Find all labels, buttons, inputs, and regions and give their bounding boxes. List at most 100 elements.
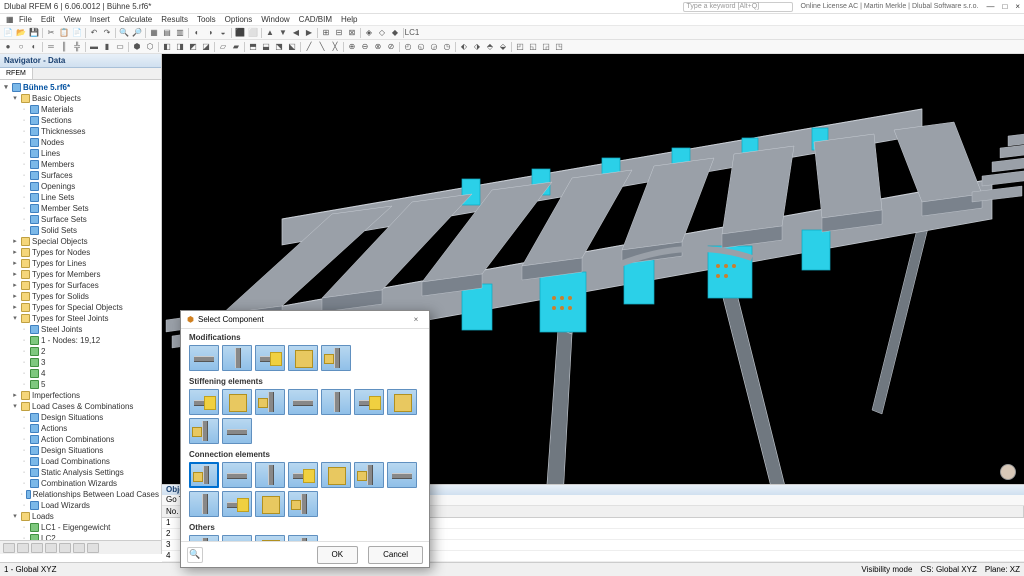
toolbar-button[interactable]: 🔎 [131,27,143,39]
nav-bottom-icon[interactable] [59,543,71,553]
toolbar-button[interactable]: LC1 [406,27,418,39]
toolbar-button[interactable]: ⬓ [260,41,272,53]
tree-node[interactable]: ▸Types for Members [2,269,159,280]
tree-node[interactable]: ·Lines [2,148,159,159]
toolbar-button[interactable]: 📋 [58,27,70,39]
component-thumb[interactable] [387,462,417,488]
toolbar-button[interactable]: ⊘ [385,41,397,53]
toolbar-button[interactable]: ▶ [303,27,315,39]
component-thumb[interactable] [189,418,219,444]
toolbar-button[interactable]: ▼ [277,27,289,39]
toolbar-button[interactable]: ⊠ [346,27,358,39]
toolbar-button[interactable]: ⊖ [359,41,371,53]
toolbar-button[interactable]: ◑ [204,27,216,39]
toolbar-button[interactable]: ▥ [174,27,186,39]
toolbar-button[interactable]: 📂 [15,27,27,39]
component-thumb[interactable] [321,462,351,488]
tree-node[interactable]: ·Steel Joints [2,324,159,335]
toolbar-button[interactable]: ╳ [329,41,341,53]
toolbar-button[interactable]: ◧ [161,41,173,53]
tree-node[interactable]: ·Combination Wizards [2,478,159,489]
dialog-search-icon[interactable]: 🔍 [187,547,203,563]
component-thumb[interactable] [222,462,252,488]
component-thumb[interactable] [321,389,351,415]
tree-node[interactable]: ·Relationships Between Load Cases [2,489,159,500]
toolbar-button[interactable]: ⬢ [131,41,143,53]
tree-node[interactable]: ▾Basic Objects [2,93,159,104]
component-thumb[interactable] [255,345,285,371]
tree-node[interactable]: ▾Bühne 5.rf6* [2,82,159,93]
nav-bottom-icon[interactable] [87,543,99,553]
toolbar-button[interactable]: ◩ [187,41,199,53]
menu-edit[interactable]: Edit [37,15,59,24]
nav-bottom-icon[interactable] [3,543,15,553]
toolbar-button[interactable]: ╬ [71,41,83,53]
toolbar-button[interactable]: ⊟ [333,27,345,39]
component-thumb[interactable] [189,462,219,488]
tree-node[interactable]: ▸Types for Lines [2,258,159,269]
toolbar-button[interactable]: ▤ [161,27,173,39]
menu-view[interactable]: View [60,15,85,24]
tree-node[interactable]: ▸Types for Special Objects [2,302,159,313]
toolbar-button[interactable]: ⬖ [458,41,470,53]
toolbar-button[interactable]: ◶ [428,41,440,53]
component-thumb[interactable] [354,462,384,488]
menu-options[interactable]: Options [221,15,257,24]
cancel-button[interactable]: Cancel [368,546,423,564]
menu-tools[interactable]: Tools [193,15,220,24]
menu-window[interactable]: Window [257,15,293,24]
component-thumb[interactable] [222,345,252,371]
nav-bottom-icon[interactable] [17,543,29,553]
toolbar-button[interactable]: ▦ [148,27,160,39]
toolbar-button[interactable]: ▰ [230,41,242,53]
tree-node[interactable]: ·Members [2,159,159,170]
toolbar-button[interactable]: ═ [45,41,57,53]
tree-node[interactable]: ·Design Situations [2,412,159,423]
tree-node[interactable]: ·2 [2,346,159,357]
tree-node[interactable]: ·Surface Sets [2,214,159,225]
tree-node[interactable]: ▸Special Objects [2,236,159,247]
toolbar-button[interactable]: ▲ [264,27,276,39]
toolbar-button[interactable]: 📄 [71,27,83,39]
toolbar-button[interactable]: ⬗ [471,41,483,53]
ok-button[interactable]: OK [317,546,359,564]
component-thumb[interactable] [288,535,318,541]
component-thumb[interactable] [288,389,318,415]
search-input[interactable]: Type a keyword [Alt+Q] [683,2,793,12]
tree-node[interactable]: ·Sections [2,115,159,126]
toolbar-button[interactable]: ◈ [363,27,375,39]
min-icon[interactable]: — [986,2,994,11]
toolbar-button[interactable]: ◱ [527,41,539,53]
component-thumb[interactable] [288,491,318,517]
tree-node[interactable]: ·4 [2,368,159,379]
tree-node[interactable]: ▾Types for Steel Joints [2,313,159,324]
toolbar-button[interactable]: ◐ [191,27,203,39]
tree-node[interactable]: ·Solid Sets [2,225,159,236]
tree-node[interactable]: ▸Types for Nodes [2,247,159,258]
toolbar-button[interactable]: ◆ [389,27,401,39]
menu-calculate[interactable]: Calculate [115,15,156,24]
tree-node[interactable]: ·Member Sets [2,203,159,214]
close-icon[interactable]: × [1015,2,1020,11]
toolbar-button[interactable]: ◷ [441,41,453,53]
toolbar-button[interactable]: ║ [58,41,70,53]
tree-node[interactable]: ▸Types for Surfaces [2,280,159,291]
toolbar-button[interactable]: ◀ [290,27,302,39]
toolbar-button[interactable]: ⊗ [372,41,384,53]
component-thumb[interactable] [288,345,318,371]
toolbar-button[interactable]: ⊕ [346,41,358,53]
nav-bottom-icon[interactable] [31,543,43,553]
toolbar-button[interactable]: ◲ [540,41,552,53]
component-thumb[interactable] [189,345,219,371]
toolbar-button[interactable]: ◰ [514,41,526,53]
nav-bottom-icon[interactable] [73,543,85,553]
component-thumb[interactable] [222,535,252,541]
component-thumb[interactable] [222,491,252,517]
tree-node[interactable]: ·Surfaces [2,170,159,181]
toolbar-button[interactable]: ◒ [217,27,229,39]
toolbar-button[interactable]: 📄 [2,27,14,39]
toolbar-button[interactable]: ▱ [217,41,229,53]
toolbar-button[interactable]: 🔍 [118,27,130,39]
toolbar-button[interactable]: ◳ [553,41,565,53]
component-thumb[interactable] [255,462,285,488]
